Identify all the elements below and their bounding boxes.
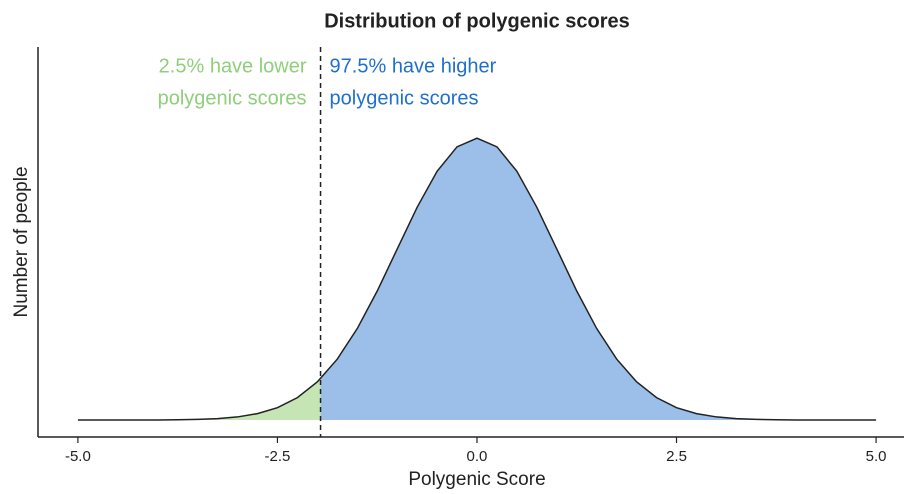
x-tick-label: -2.5	[265, 448, 291, 465]
x-tick-label: 2.5	[666, 448, 687, 465]
annotation: 97.5% have higher	[330, 55, 497, 77]
x-axis-label: Polygenic Score	[408, 469, 545, 490]
lower-area	[77, 378, 321, 421]
chart-title: Distribution of polygenic scores	[324, 10, 630, 32]
annotation: polygenic scores	[158, 87, 307, 109]
x-tick-label: 5.0	[866, 448, 887, 465]
x-tick-label: 0.0	[467, 448, 488, 465]
y-axis-label: Number of people	[11, 166, 32, 317]
upper-area	[320, 138, 877, 421]
x-tick-label: -5.0	[65, 448, 91, 465]
density-line	[77, 137, 877, 421]
annotation: polygenic scores	[330, 87, 479, 109]
annotation: 2.5% have lower	[159, 55, 307, 77]
